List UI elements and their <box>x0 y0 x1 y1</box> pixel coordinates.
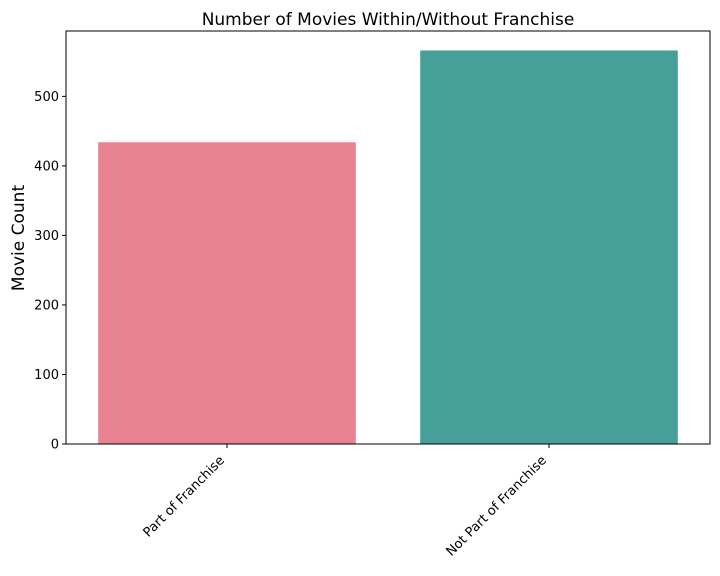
x-tick-label: Part of Franchise <box>141 453 228 540</box>
y-tick-label: 400 <box>34 159 59 174</box>
y-tick-label: 100 <box>34 368 59 383</box>
bar-part-of-franchise <box>98 142 356 444</box>
y-tick-label: 0 <box>51 438 59 453</box>
bar-not-part-of-franchise <box>420 50 678 444</box>
x-axis-ticks: Part of Franchise Not Part of Franchise <box>141 444 550 559</box>
y-axis-ticks: 0 100 200 300 400 500 <box>34 90 66 453</box>
axes-frame <box>65 30 711 445</box>
y-tick-label: 300 <box>34 229 59 244</box>
y-tick-label: 500 <box>34 90 59 105</box>
y-axis-label: Movie Count <box>9 185 29 292</box>
chart-title: Number of Movies Within/Without Franchis… <box>202 10 575 30</box>
bars-group <box>98 50 678 444</box>
y-tick-label: 200 <box>34 298 59 313</box>
x-tick-label: Not Part of Franchise <box>444 453 550 559</box>
